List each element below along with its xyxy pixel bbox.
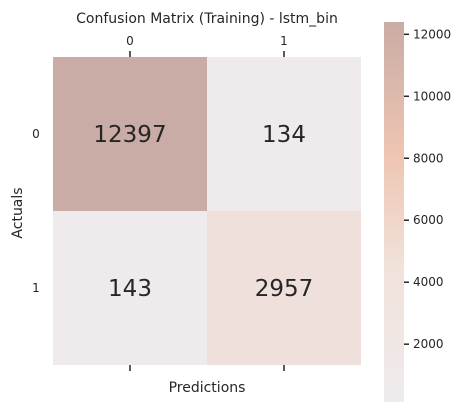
colorbar-tick-label-3: 8000 [413,151,444,165]
colorbar-tick-label-4: 10000 [413,89,451,103]
x-axis-label: Predictions [169,380,246,396]
cell-value-0-1: 134 [262,122,306,148]
cell-value-1-0: 143 [108,276,152,302]
cell-value-0-0: 12397 [93,122,166,148]
colorbar-tick-label-0: 2000 [413,337,444,351]
y-tick-label-0: 0 [32,127,40,141]
heatmap-cell-1-1 [207,211,361,365]
colorbar [384,22,404,402]
colorbar-tick-label-1: 4000 [413,275,444,289]
colorbar-tick-label-2: 6000 [413,213,444,227]
colorbar-tick-label-5: 12000 [413,27,451,41]
heatmap-cells [53,57,361,365]
cell-value-1-1: 2957 [255,276,314,302]
heatmap-cell-labels: 12397 134 143 2957 [93,122,313,302]
chart-title: Confusion Matrix (Training) - lstm_bin [76,11,338,27]
y-axis-label: Actuals [10,187,26,238]
y-tick-label-1: 1 [32,281,40,295]
heatmap-cell-1-0 [53,211,207,365]
colorbar-ticks: 2000 4000 6000 8000 10000 12000 [404,27,451,351]
x-tick-label-0: 0 [126,34,134,48]
x-tick-label-1: 1 [280,34,288,48]
heatmap-cell-0-1 [207,57,361,211]
heatmap-cell-0-0 [53,57,207,211]
y-axis-ticks: 01 [32,127,40,295]
